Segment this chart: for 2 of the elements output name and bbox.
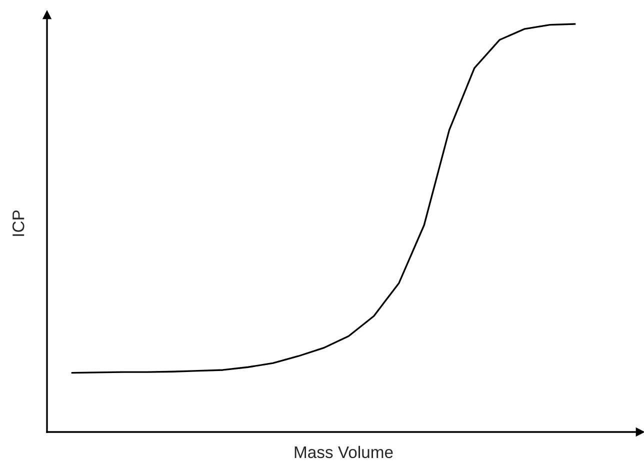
y-axis-title: ICP	[12, 210, 24, 236]
x-axis-title: Mass Volume	[294, 446, 393, 458]
